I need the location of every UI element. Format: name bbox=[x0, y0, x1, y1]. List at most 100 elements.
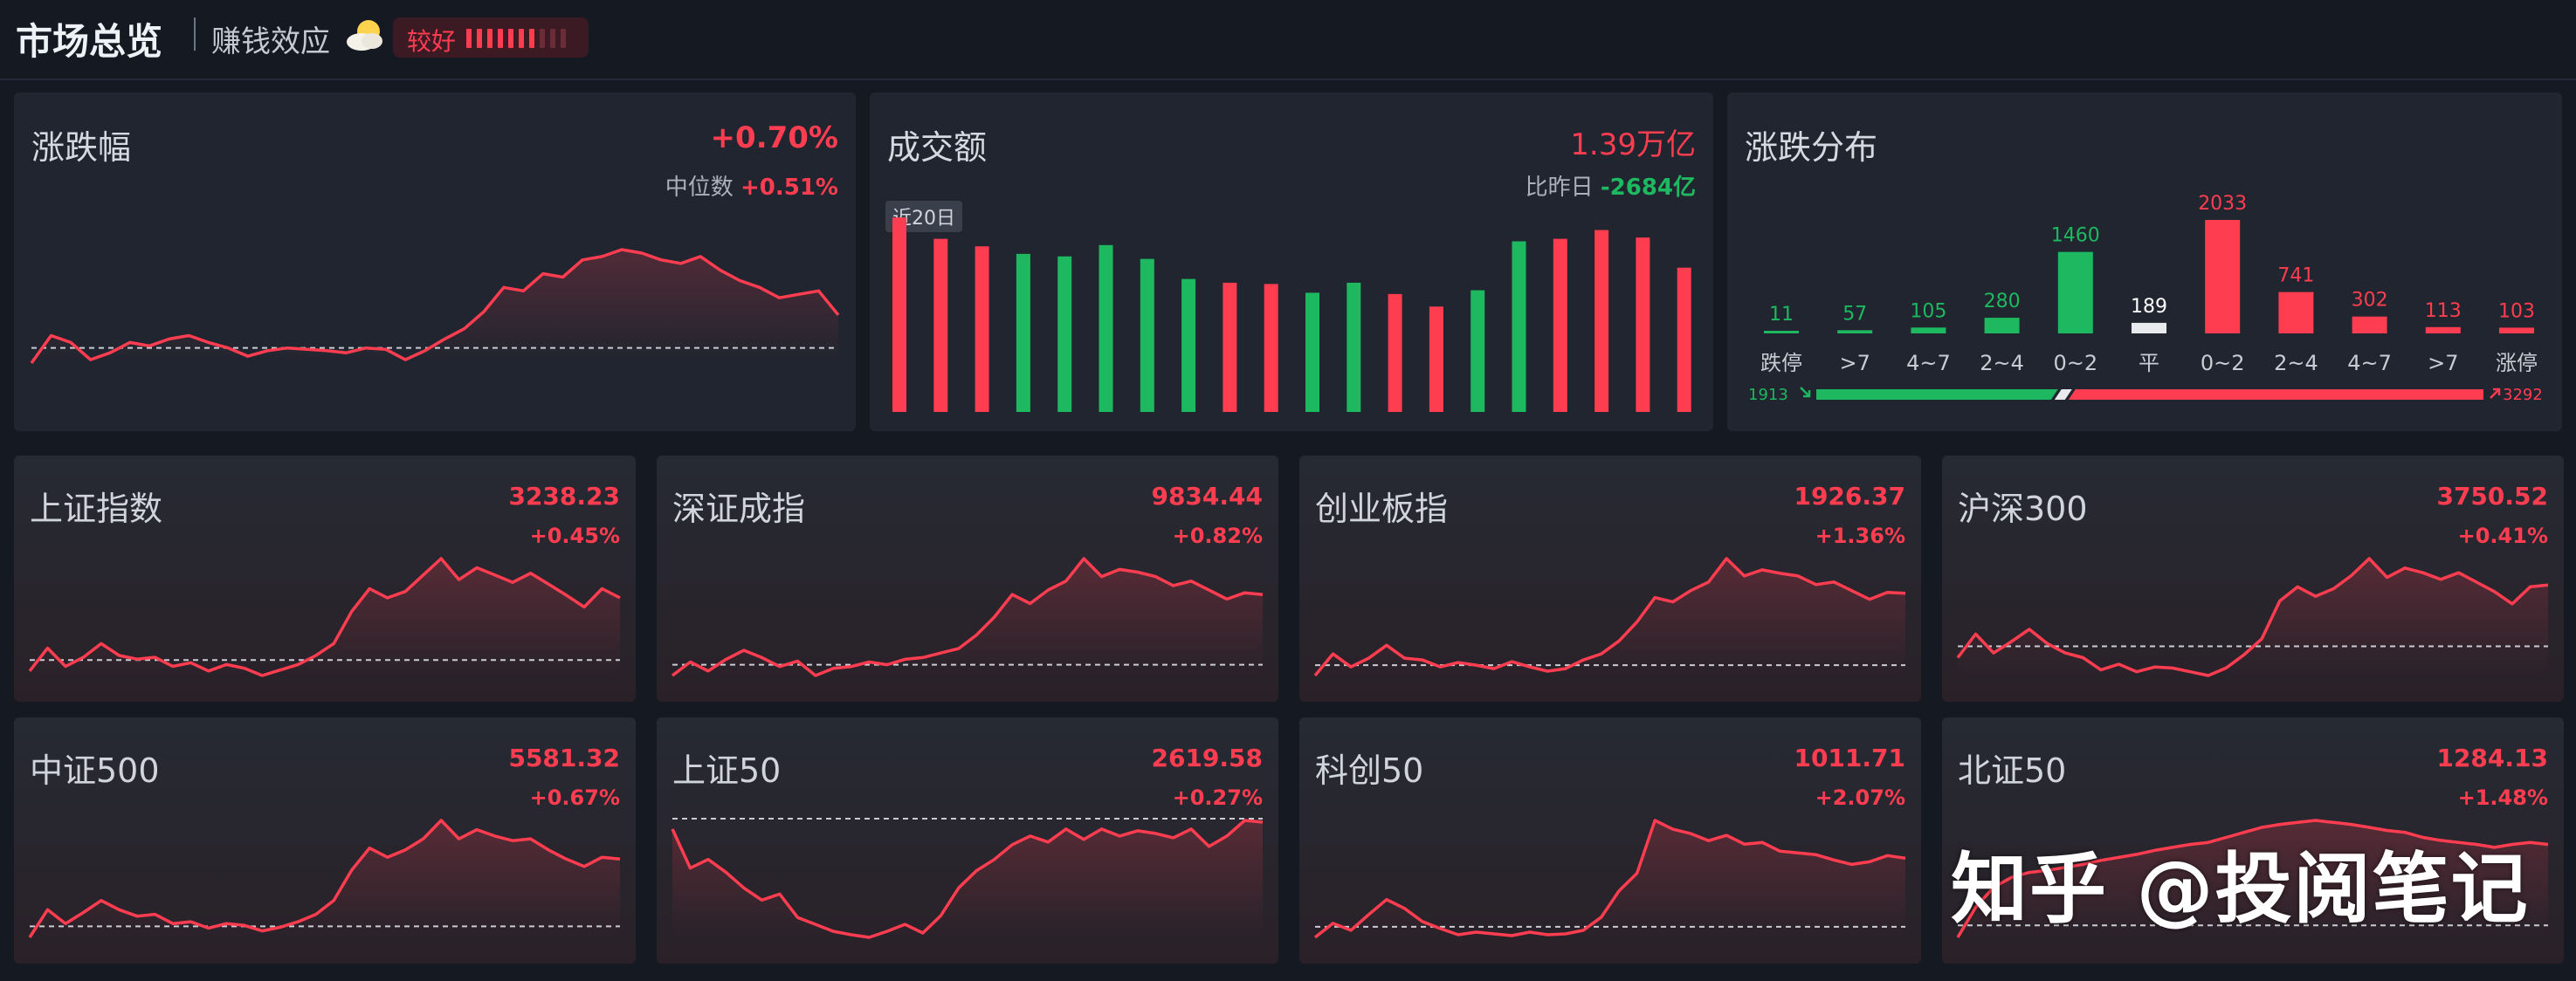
volume-bar bbox=[1471, 290, 1485, 412]
index-name: 创业板指 bbox=[1315, 490, 1449, 528]
index-sparkline bbox=[1956, 819, 2549, 938]
index-card[interactable]: 北证50 1284.13 +1.48% bbox=[1942, 717, 2564, 964]
distribution-count: 280 bbox=[1984, 291, 2021, 312]
page-title: 市场总览 bbox=[16, 20, 163, 63]
volume-bar bbox=[1347, 282, 1361, 412]
median-label: 中位数 bbox=[665, 175, 734, 201]
index-card[interactable]: 创业板指 1926.37 +1.36% bbox=[1299, 456, 1921, 702]
distribution-bar bbox=[1837, 330, 1873, 333]
sparkline-line bbox=[28, 819, 621, 938]
compare-value: -2684亿 bbox=[1600, 175, 1696, 201]
index-sparkline bbox=[1313, 819, 1906, 939]
index-card[interactable]: 深证成指 9834.44 +0.82% bbox=[657, 456, 1278, 702]
sparkline-area bbox=[672, 559, 1263, 676]
arrow-down-right-icon bbox=[1800, 387, 1811, 398]
index-price: 5581.32 bbox=[508, 744, 620, 772]
volume-value: 1.39万亿 bbox=[1570, 127, 1696, 162]
median-row: 中位数 +0.51% bbox=[665, 169, 838, 202]
index-name: 沪深300 bbox=[1958, 490, 2088, 528]
volume-bar bbox=[1057, 256, 1072, 412]
distribution-bar bbox=[1764, 331, 1799, 333]
index-name: 上证指数 bbox=[30, 490, 163, 528]
money-effect-badge[interactable]: 较好 bbox=[393, 17, 589, 58]
index-card[interactable]: 沪深300 3750.52 +0.41% bbox=[1942, 456, 2564, 702]
compare-label: 比昨日 bbox=[1525, 175, 1594, 201]
index-change: +1.48% bbox=[2457, 785, 2548, 810]
sparkline-line bbox=[1313, 819, 1906, 939]
index-sparkline bbox=[28, 557, 621, 677]
index-sparkline bbox=[1313, 557, 1906, 677]
index-price: 2619.58 bbox=[1151, 744, 1263, 772]
sparkline-line bbox=[28, 557, 621, 677]
distribution-count: 1460 bbox=[2051, 225, 2100, 247]
title-divider bbox=[194, 17, 196, 51]
sparkline-area bbox=[30, 559, 620, 676]
sparkline-line bbox=[30, 248, 840, 365]
index-sparkline bbox=[671, 557, 1264, 677]
volume-bar bbox=[1636, 237, 1650, 412]
distribution-count: 113 bbox=[2425, 300, 2462, 322]
up-ratio-bar bbox=[2068, 389, 2483, 400]
index-name: 上证50 bbox=[672, 751, 782, 790]
distribution-bar bbox=[2499, 327, 2534, 333]
distribution-panel[interactable]: 涨跌分布 11 跌停 57 >7 105 4~7 280 2~4 1460 0~2 189 平 2033… bbox=[1727, 93, 2562, 431]
index-change: +0.45% bbox=[529, 524, 620, 548]
watermark: 知乎 @投阅笔记 bbox=[1951, 844, 2530, 934]
index-card[interactable]: 上证50 2619.58 +0.27% bbox=[657, 717, 1278, 964]
distribution-count: 11 bbox=[1769, 304, 1794, 326]
index-name: 科创50 bbox=[1315, 751, 1424, 790]
volume-bar bbox=[1553, 238, 1567, 412]
index-card[interactable]: 科创50 1011.71 +2.07% bbox=[1299, 717, 1921, 964]
distribution-label: 涨停 bbox=[2496, 351, 2538, 375]
index-card[interactable]: 上证指数 3238.23 +0.45% bbox=[14, 456, 636, 702]
change-value: +0.70% bbox=[710, 120, 838, 155]
volume-bar bbox=[933, 238, 948, 412]
distribution-label: 跌停 bbox=[1760, 351, 1802, 375]
distribution-label: >7 bbox=[1840, 351, 1870, 375]
index-change: +0.67% bbox=[529, 785, 620, 810]
volume-panel[interactable]: 成交额 1.39万亿 比昨日 -2684亿 近20日 bbox=[870, 93, 1713, 431]
index-price: 9834.44 bbox=[1151, 482, 1263, 511]
badge-level-bars bbox=[466, 29, 566, 48]
distribution-bar bbox=[1911, 327, 1946, 333]
distribution-bar bbox=[2278, 292, 2314, 333]
header-bar: 市场总览 赚钱效应 较好 bbox=[0, 0, 2576, 80]
index-card[interactable]: 中证500 5581.32 +0.67% bbox=[14, 717, 636, 964]
distribution-label: 平 bbox=[2139, 351, 2159, 375]
change-sparkline bbox=[30, 248, 840, 365]
distribution-bar bbox=[1984, 318, 2020, 333]
volume-bar bbox=[1181, 278, 1196, 412]
sparkline-area bbox=[672, 820, 1263, 937]
badge-level-bar bbox=[508, 29, 513, 48]
index-price: 1284.13 bbox=[2436, 744, 2548, 772]
index-price: 3238.23 bbox=[508, 482, 620, 511]
arrow-up-right-icon bbox=[2490, 388, 2501, 399]
distribution-count: 57 bbox=[1842, 303, 1867, 325]
sparkline-area bbox=[30, 820, 620, 937]
distribution-label: >7 bbox=[2428, 351, 2458, 375]
volume-bar bbox=[1388, 293, 1402, 412]
distribution-count: 2033 bbox=[2198, 193, 2247, 215]
index-change: +0.82% bbox=[1172, 524, 1263, 548]
distribution-count: 189 bbox=[2131, 296, 2167, 318]
index-name: 中证500 bbox=[30, 751, 160, 790]
distribution-bar bbox=[2352, 316, 2387, 333]
sparkline-area bbox=[31, 250, 838, 363]
sparkline-area bbox=[1315, 820, 1905, 937]
change-panel[interactable]: 涨跌幅 +0.70% 中位数 +0.51% bbox=[14, 93, 856, 431]
volume-bar bbox=[1140, 258, 1154, 412]
badge-level-bar bbox=[498, 29, 503, 48]
sparkline-line bbox=[671, 819, 1264, 939]
volume-bar bbox=[975, 246, 989, 412]
distribution-label: 0~2 bbox=[2053, 351, 2097, 375]
change-panel-title: 涨跌幅 bbox=[31, 128, 132, 167]
volume-bar bbox=[1595, 230, 1609, 412]
distribution-label: 4~7 bbox=[2347, 351, 2392, 375]
sparkline-line bbox=[671, 557, 1264, 677]
sparkline-line bbox=[1313, 557, 1906, 677]
volume-compare-row: 比昨日 -2684亿 bbox=[1526, 169, 1696, 202]
down-ratio-bar bbox=[1816, 389, 2058, 400]
volume-bar bbox=[1223, 282, 1237, 412]
sparkline-line bbox=[1956, 557, 2549, 677]
distribution-bar bbox=[2425, 326, 2461, 333]
